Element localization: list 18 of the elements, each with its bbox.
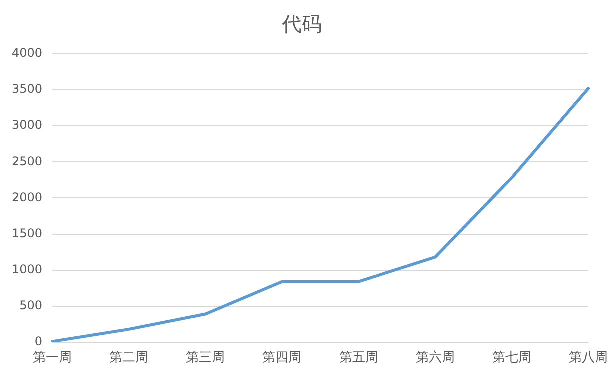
y-tick-label: 3000 (12, 118, 43, 132)
y-tick-label: 3500 (12, 82, 43, 96)
y-tick-label: 1500 (12, 226, 43, 240)
y-tick-label: 1000 (12, 262, 43, 276)
x-tick-label: 第一周 (33, 350, 72, 366)
x-tick-label: 第八周 (569, 350, 608, 366)
x-tick-label: 第二周 (110, 350, 149, 366)
chart-title: 代码 (281, 12, 322, 36)
x-tick-label: 第七周 (492, 350, 532, 366)
y-tick-label: 500 (20, 298, 43, 312)
y-tick-label: 0 (34, 334, 43, 349)
x-tick-label: 第五周 (339, 350, 378, 366)
y-tick-label: 2000 (12, 190, 43, 204)
y-tick-label: 2500 (12, 154, 43, 168)
x-tick-label: 第三周 (186, 350, 226, 366)
y-tick-label: 4000 (12, 46, 43, 60)
x-tick-label: 第六周 (416, 350, 455, 366)
x-tick-label: 第四周 (262, 350, 302, 366)
